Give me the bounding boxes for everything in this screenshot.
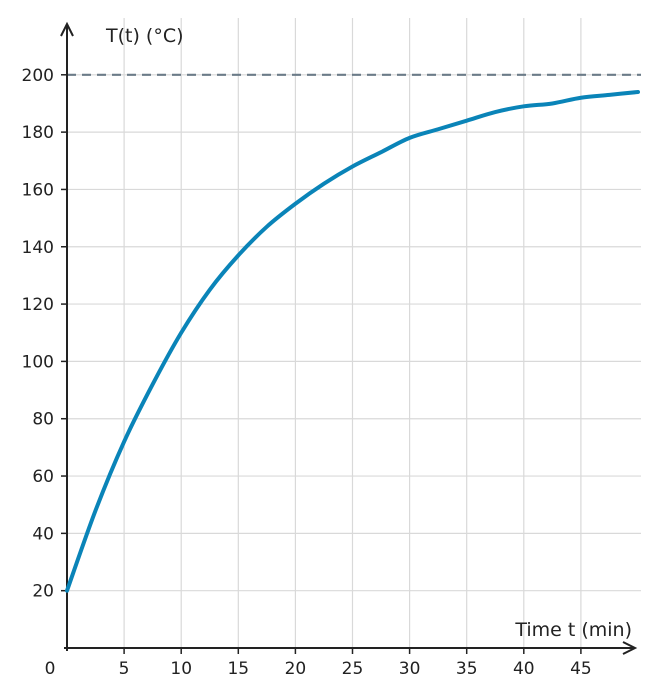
tick-labels: 5 10 15 20 25 30 35 40 45 20 40 60 80 100 120 140 160 180…: [22, 66, 592, 679]
temperature-curve: [65, 89, 640, 593]
x-tick-label: 15: [227, 659, 249, 679]
y-axis-title: T(t) (°C): [105, 25, 184, 47]
y-tick-label: 140: [22, 238, 54, 258]
x-tick-label: 10: [170, 659, 192, 679]
x-tick-label: 45: [570, 659, 592, 679]
y-tick-label: 180: [22, 123, 54, 143]
x-axis-title: Time t (min): [514, 619, 632, 641]
y-tick-label: 60: [32, 467, 54, 487]
x-tick-label: 5: [119, 659, 130, 679]
x-tick-label: 25: [342, 659, 364, 679]
y-tick-label: 20: [32, 582, 54, 602]
y-tick-label: 160: [22, 180, 54, 200]
y-tick-label: 40: [32, 524, 54, 544]
y-axis-arrow: [60, 21, 74, 37]
x-tick-label: 20: [285, 659, 307, 679]
series-layer: [65, 89, 640, 593]
x-axis-arrow: [622, 641, 638, 655]
y-tick-label: 200: [22, 66, 54, 86]
y-tick-label: 100: [22, 352, 54, 372]
y-tick-label: 120: [22, 295, 54, 315]
grid: [67, 18, 641, 648]
x-tick-label: 30: [399, 659, 421, 679]
x-tick-label: 40: [513, 659, 535, 679]
x-tick-label: 35: [456, 659, 478, 679]
origin-label: 0: [45, 659, 56, 679]
y-tick-label: 80: [32, 410, 54, 430]
axes: [60, 21, 638, 655]
